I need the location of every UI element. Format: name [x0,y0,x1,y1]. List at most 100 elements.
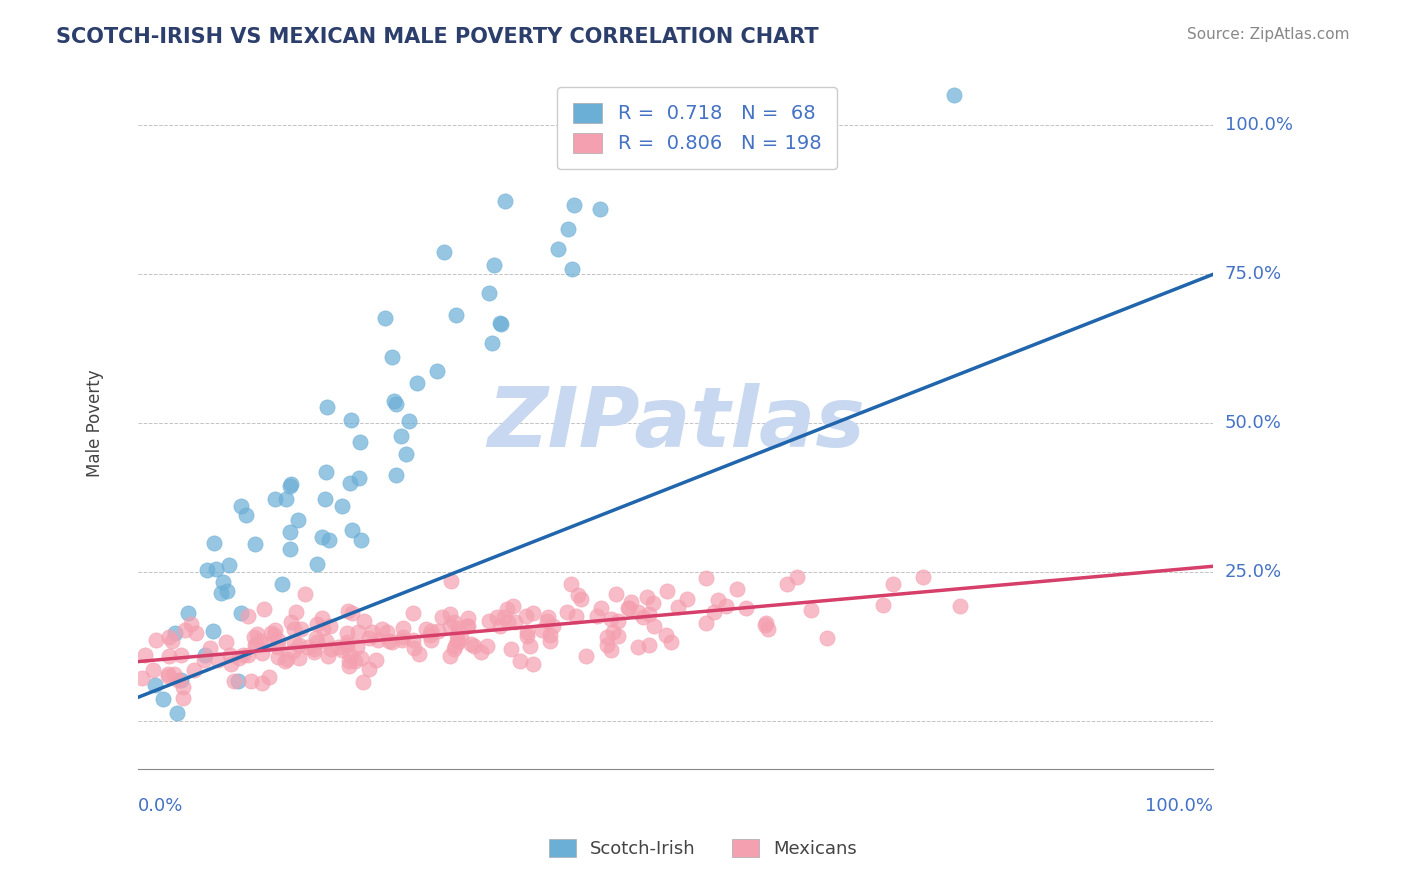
Point [426,624,449,639]
Point [246,627,269,641]
Point [219,648,242,662]
Point [666,599,689,614]
Point [263,628,285,642]
Point [607,629,630,643]
Point [170,673,193,687]
Point [316,400,339,414]
Point [157,666,180,681]
Point [264,491,287,506]
Point [367,633,389,648]
Point [307,558,329,572]
Point [172,680,194,694]
Point [912,570,935,584]
Point [219,657,242,671]
Point [288,638,311,652]
Point [633,610,655,624]
Legend: R =  0.718   N =  68, R =  0.806   N = 198: R = 0.718 N = 68, R = 0.806 N = 198 [557,87,837,169]
Point [330,499,353,513]
Point [344,654,367,668]
Point [336,626,359,640]
Point [166,673,188,688]
Point [463,639,485,653]
Text: 75.0%: 75.0% [1225,265,1282,283]
Legend: Scotch-Irish, Mexicans: Scotch-Irish, Mexicans [541,831,865,865]
Point [278,478,301,492]
Point [439,619,461,633]
Point [180,617,202,632]
Point [319,619,342,633]
Point [599,642,621,657]
Point [419,627,441,641]
Point [575,648,598,663]
Point [315,465,337,479]
Point [419,633,441,648]
Point [382,393,405,408]
Point [245,537,267,551]
Point [815,631,838,645]
Point [672,98,695,112]
Point [478,614,501,628]
Point [371,622,394,636]
Point [260,626,283,640]
Point [481,336,503,351]
Point [756,622,779,636]
Point [659,635,682,649]
Point [366,653,388,667]
Point [489,317,512,331]
Point [638,638,661,652]
Point [486,609,509,624]
Point [734,601,756,615]
Text: 25.0%: 25.0% [1225,563,1282,582]
Point [457,611,479,625]
Point [194,648,217,662]
Point [562,198,585,212]
Text: 50.0%: 50.0% [1225,414,1281,432]
Point [337,659,360,673]
Point [145,632,167,647]
Point [627,640,650,654]
Point [228,651,250,665]
Point [536,610,558,624]
Point [515,608,537,623]
Point [567,588,589,602]
Point [302,642,325,657]
Point [170,648,193,662]
Point [391,632,413,647]
Point [347,471,370,485]
Point [943,88,966,103]
Point [589,202,612,217]
Point [202,536,225,550]
Point [447,620,470,634]
Point [212,575,235,590]
Point [385,468,408,483]
Point [488,619,510,633]
Point [457,619,479,633]
Point [447,635,470,649]
Point [555,605,578,619]
Point [599,612,621,626]
Point [426,364,449,378]
Point [297,640,319,654]
Point [278,542,301,557]
Point [569,591,592,606]
Point [596,638,619,652]
Point [482,259,505,273]
Point [617,601,640,615]
Point [439,649,461,664]
Point [515,629,537,643]
Point [406,376,429,390]
Point [267,632,290,647]
Point [522,606,544,620]
Point [503,615,526,629]
Point [636,590,658,604]
Point [253,601,276,615]
Point [290,623,312,637]
Point [177,606,200,620]
Point [195,563,218,577]
Point [285,605,308,619]
Point [287,513,309,527]
Point [315,633,337,648]
Point [446,634,468,648]
Point [695,571,717,585]
Point [496,615,519,629]
